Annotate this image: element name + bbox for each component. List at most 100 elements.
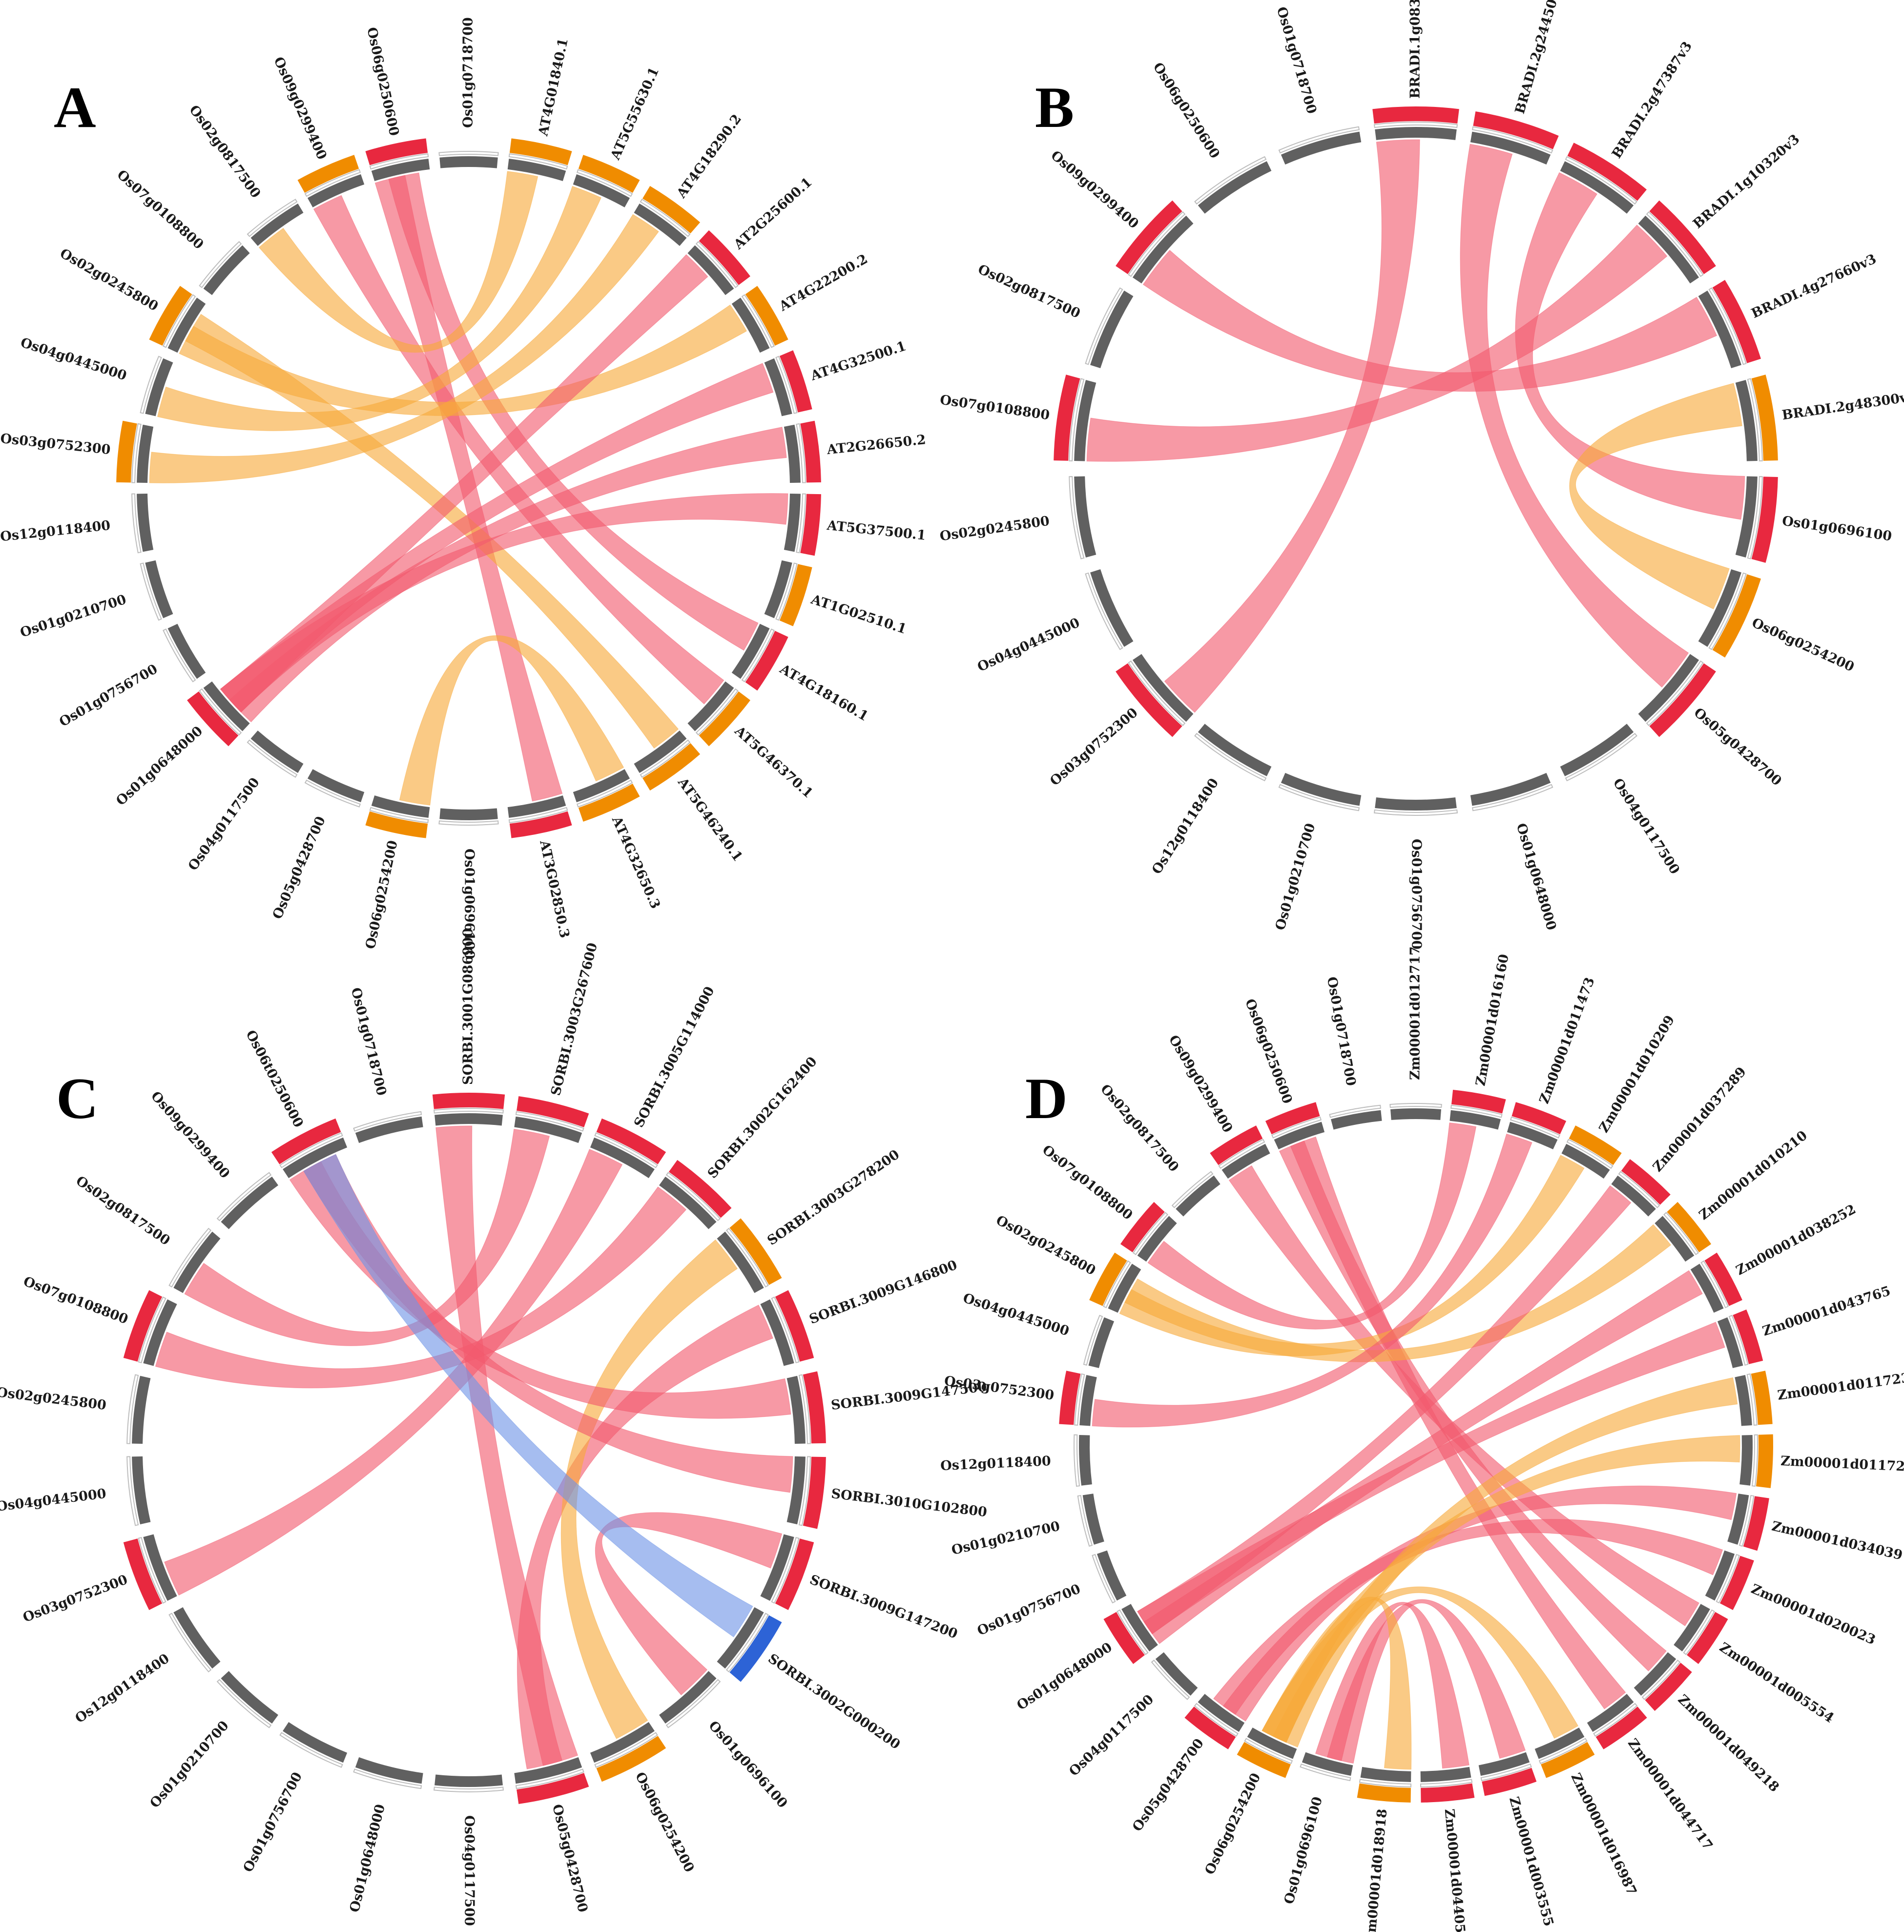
gene-ring <box>216 1172 272 1222</box>
gene-track <box>221 1176 278 1229</box>
gene-ring <box>1092 1554 1116 1604</box>
segments-layer <box>1059 1089 1773 1803</box>
gene-band-orange <box>642 186 701 234</box>
gene-ring <box>1471 784 1553 811</box>
gene-track <box>1638 654 1699 722</box>
gene-band-red <box>800 494 821 556</box>
gene-segment-bradi-2g47387v3 <box>1560 143 1647 214</box>
gene-track <box>1375 797 1457 810</box>
gene-band-orange <box>1712 574 1761 658</box>
gene-segment-sorbi-3009g147500 <box>786 1371 826 1444</box>
gene-track <box>1247 1727 1297 1759</box>
gene-track <box>132 1456 151 1525</box>
gene-band-red <box>1649 663 1716 737</box>
gene-segment-os09g0299400 <box>1116 200 1194 284</box>
gene-track <box>1390 1108 1441 1120</box>
gene-band-orange <box>1756 1434 1773 1488</box>
gene-segment-at4g32500-1 <box>764 350 812 416</box>
gene-ring <box>798 1374 811 1444</box>
gene-segment-os06g0254200 <box>1237 1727 1297 1778</box>
chord-link-os01g0648000-to-at2g25600-1 <box>220 254 708 713</box>
gene-ring <box>1244 1738 1293 1765</box>
gene-band-red <box>596 1118 666 1164</box>
gene-ring <box>247 739 298 778</box>
gene-ring <box>1510 1116 1560 1139</box>
gene-ring <box>1641 1660 1681 1700</box>
gene-ring <box>163 628 196 683</box>
gene-track <box>145 560 173 619</box>
gene-band-red <box>1733 1309 1763 1364</box>
gene-ring <box>1738 1495 1755 1547</box>
gene-segment-zm00001d012717 <box>1389 1103 1442 1120</box>
links-layer <box>1086 139 1745 713</box>
gene-band-red <box>775 1538 814 1610</box>
gene-band-red <box>123 1538 163 1610</box>
gene-band-red <box>1621 1159 1671 1205</box>
gene-band-red <box>1645 1662 1692 1711</box>
gene-track <box>167 623 206 679</box>
gene-band-red <box>1120 1202 1165 1252</box>
gene-ring <box>1271 1116 1322 1139</box>
gene-band-red <box>1265 1102 1320 1135</box>
gene-track <box>203 245 250 295</box>
gene-label-os04g0117500: Os04g0117500 <box>462 1815 477 1926</box>
gene-ring <box>1074 1373 1085 1426</box>
gene-track <box>167 297 206 353</box>
gene-track <box>1074 476 1097 558</box>
chord-link-os06t0250600-to-sorbi-3010g102800 <box>303 1154 793 1493</box>
gene-track <box>1735 1375 1752 1426</box>
gene-band-orange <box>779 564 812 626</box>
gene-ring <box>1565 733 1637 782</box>
gene-band-red <box>803 1371 826 1444</box>
gene-ring <box>1085 287 1123 365</box>
gene-ring <box>1683 1609 1715 1655</box>
chord-link-os03g0752300-to-at4g18290-2 <box>149 214 659 483</box>
gene-track <box>1302 1752 1353 1776</box>
gene-ring <box>304 169 361 197</box>
chord-link-os06t0250600-to-sorbi-3002g000200 <box>303 1154 753 1638</box>
gene-band-orange <box>1667 1202 1712 1252</box>
gene-track <box>143 1534 177 1601</box>
chord-link-os03g0752300-to-zm00001d011473 <box>1092 1133 1532 1428</box>
gene-band-orange <box>1751 1371 1773 1425</box>
gene-ring <box>126 1456 139 1526</box>
gene-track <box>1634 1652 1676 1696</box>
gene-segment-os12g0118400 <box>168 1607 221 1673</box>
gene-band-orange <box>1357 1783 1411 1803</box>
gene-track <box>1534 1727 1585 1759</box>
gene-segment-os01g0210700 <box>216 1671 278 1728</box>
gene-ring <box>369 807 429 824</box>
gene-segment-bradi-4g27660v3 <box>1698 280 1761 369</box>
gene-segment-os06g0250600 <box>1194 156 1272 214</box>
gene-band-red <box>1649 200 1716 274</box>
gene-track <box>173 1231 221 1293</box>
gene-track <box>1727 1494 1749 1545</box>
gene-track <box>1281 131 1362 165</box>
chord-link-os01g0648000-to-zm00001d037289 <box>1137 1185 1632 1635</box>
gene-segment-os01g0648000 <box>1470 773 1553 811</box>
gene-segment-os04g0117500 <box>1560 724 1637 782</box>
gene-ring <box>1373 122 1458 128</box>
gene-ring <box>279 1132 343 1168</box>
gene-band-red <box>699 230 750 285</box>
gene-segment-sorbi-3005g114000 <box>590 1118 666 1179</box>
gene-track <box>137 494 154 552</box>
gene-track <box>1176 1175 1221 1217</box>
gene-ring <box>1471 126 1553 154</box>
gene-segment-os01g0210700 <box>1278 773 1362 811</box>
gene-track <box>307 769 365 803</box>
gene-track <box>439 808 498 820</box>
gene-segment-os05g0428700 <box>514 1757 589 1804</box>
gene-track <box>507 159 566 181</box>
gene-band-red <box>1712 280 1761 363</box>
gene-track <box>1079 1434 1092 1486</box>
gene-segment-zm00001d043765 <box>1717 1309 1763 1369</box>
gene-track <box>1420 1766 1471 1782</box>
gene-track <box>1674 1603 1710 1652</box>
gene-ring <box>1566 1139 1614 1169</box>
gene-band-red <box>1116 663 1182 737</box>
chord-link-os02g0245800-to-at4g22200-2 <box>179 304 747 416</box>
gene-track <box>203 681 250 731</box>
gene-segment-sorbi-3002g000200 <box>717 1607 782 1682</box>
